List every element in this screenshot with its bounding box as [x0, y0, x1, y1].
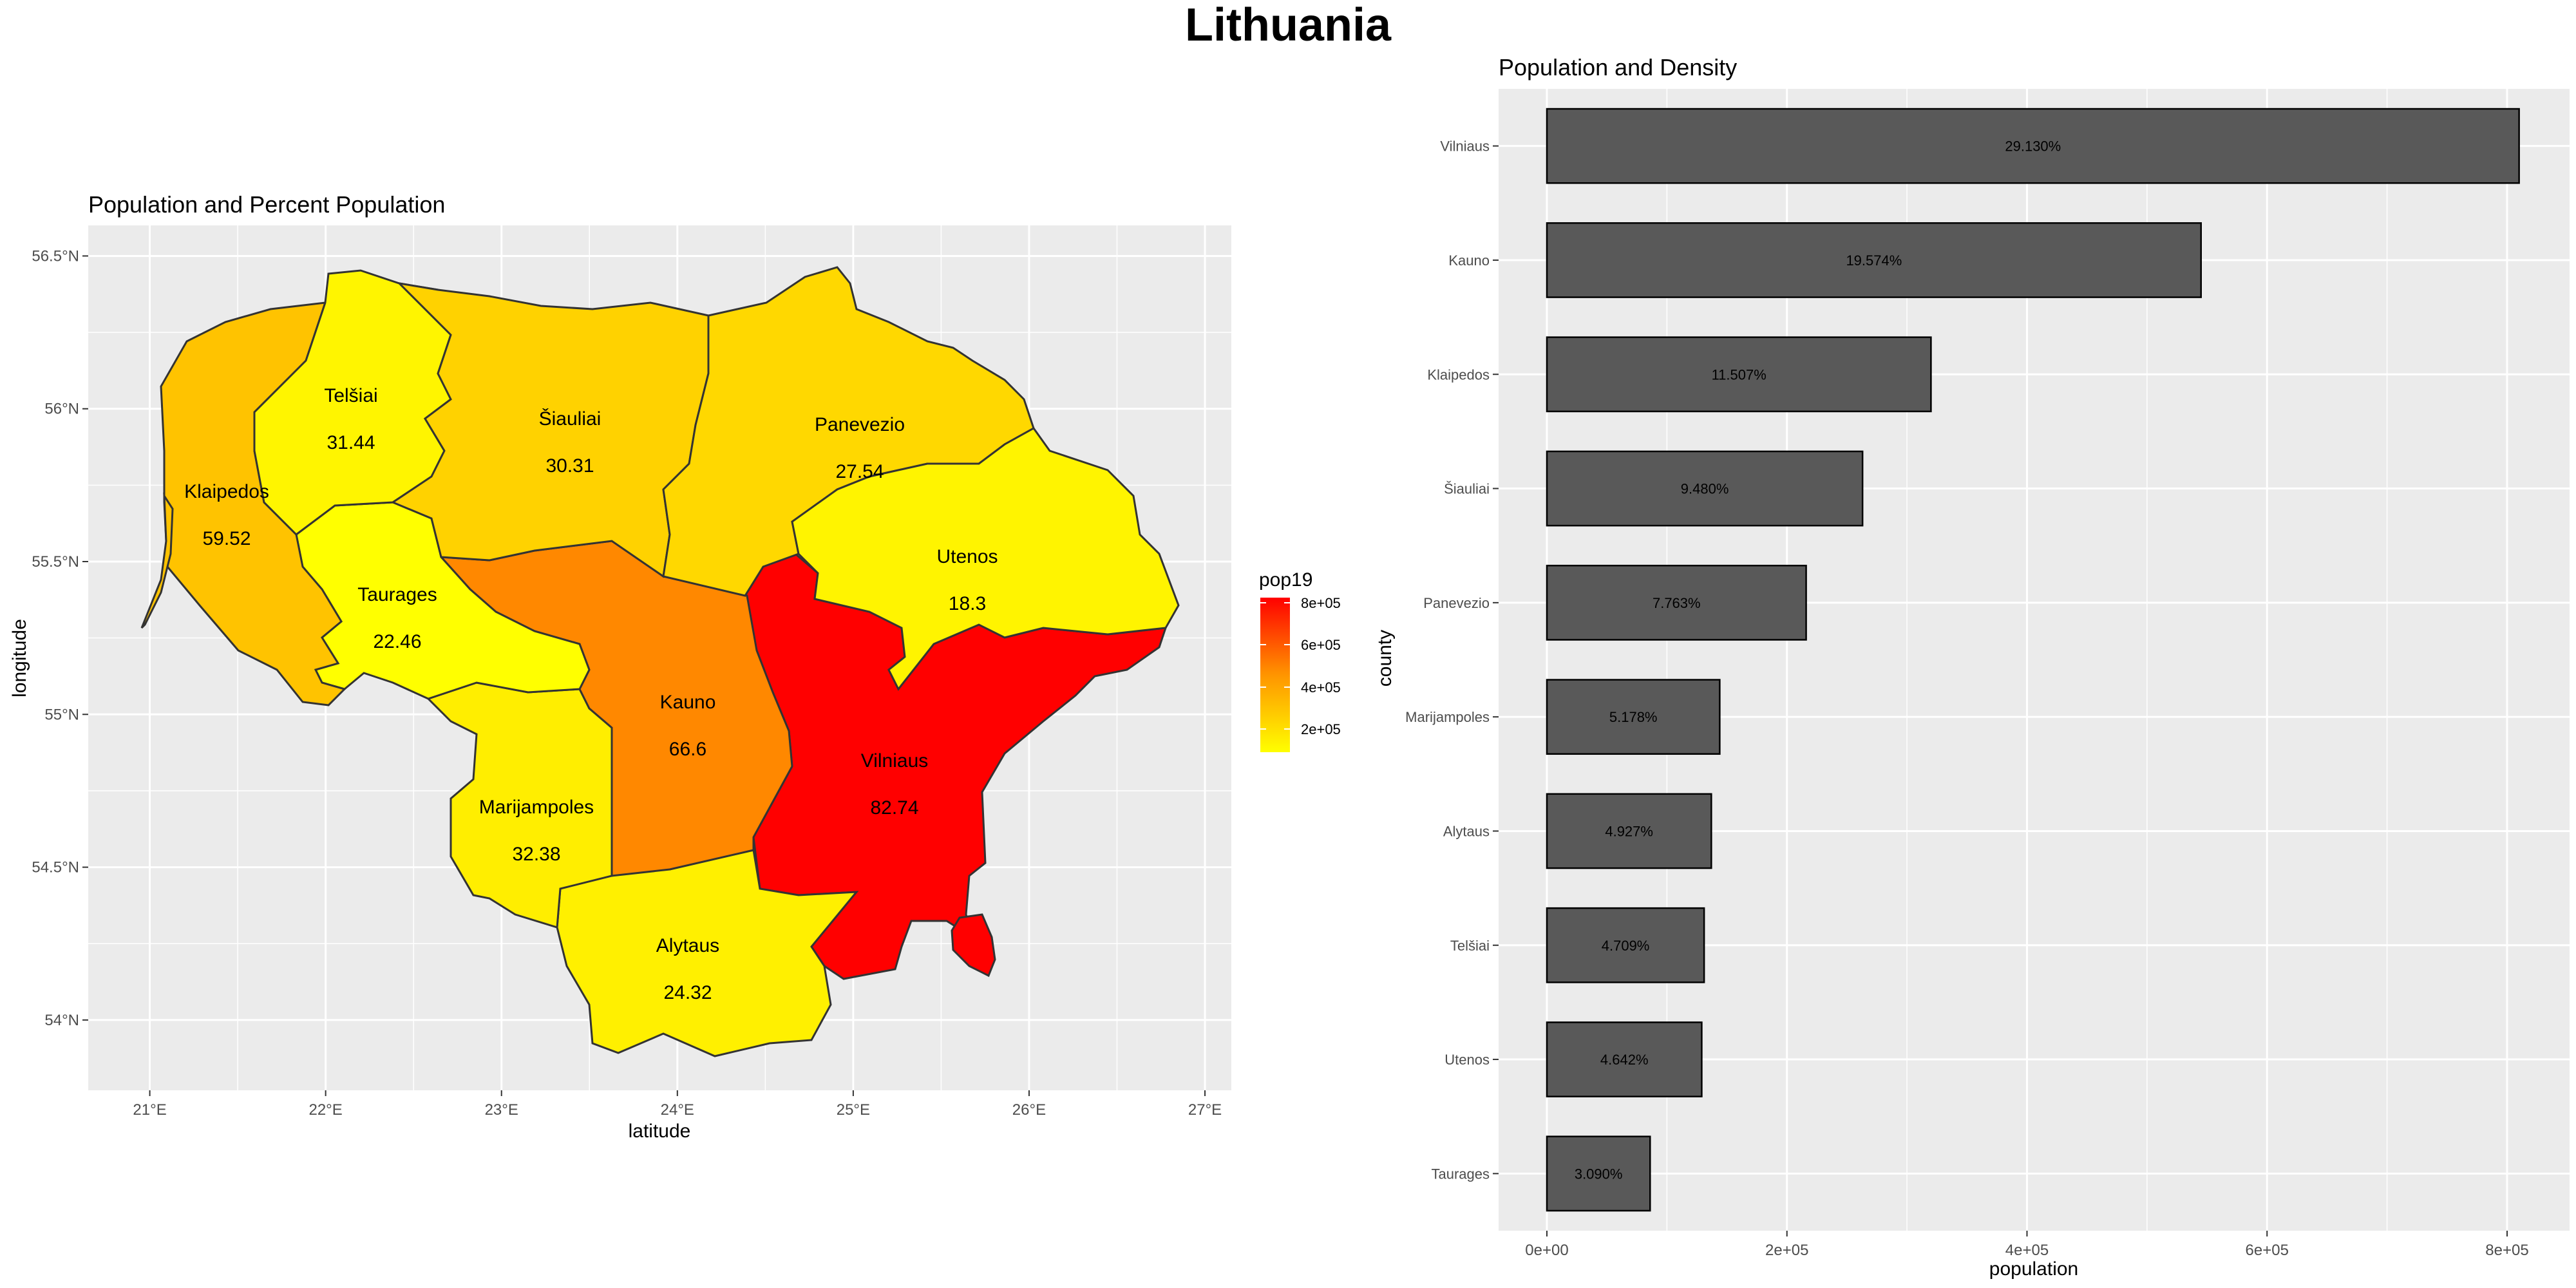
legend-tick-label: 8e+05: [1301, 595, 1341, 611]
bar-data-label: 11.507%: [1712, 366, 1766, 383]
bar-data-label: 7.763%: [1653, 595, 1701, 611]
map-x-tick-label: 26°E: [1012, 1101, 1046, 1119]
region-label-name: Kauno: [660, 692, 716, 713]
bar-data-label: 19.574%: [1846, 252, 1902, 269]
region-label-name: Marijampoles: [479, 797, 594, 818]
region-label-name: Telšiai: [324, 385, 377, 406]
map-x-tick-label: 23°E: [485, 1101, 518, 1119]
bar-data-label: 3.090%: [1575, 1166, 1623, 1182]
region-label-value: 24.32: [663, 982, 712, 1003]
map-y-tick-label: 56°N: [44, 401, 79, 418]
bar-data-label: 29.130%: [2005, 138, 2061, 155]
page-title: Lithuania: [1185, 0, 1391, 51]
bar-x-tick-label: 2e+05: [1765, 1242, 1808, 1259]
bar-category-label: Utenos: [1444, 1052, 1490, 1068]
region-label-value: 59.52: [202, 528, 251, 549]
bar-chart-title: Population and Density: [1499, 54, 1737, 80]
region-label-name: Vilniaus: [861, 750, 929, 772]
bar: [1546, 679, 1721, 755]
region-label-name: Šiauliai: [539, 408, 601, 430]
region-label-name: Taurages: [357, 584, 437, 605]
region-label-name: Utenos: [936, 546, 998, 567]
legend-ticks: 8e+05 6e+05 4e+05 2e+05: [1260, 595, 1341, 737]
bar-category-label: Vilniaus: [1440, 138, 1490, 155]
map-region-labels: Klaipedos 59.52 Telšiai 31.44 Šiauliai 3…: [184, 385, 998, 1003]
map-panel: Population and Percent Population: [9, 191, 1341, 1142]
bar-x-axis-label: population: [1989, 1258, 2078, 1280]
map-y-tick-label: 55°N: [44, 706, 79, 723]
map-y-tick-label: 54.5°N: [32, 859, 79, 876]
map-y-tick-label: 54°N: [44, 1012, 79, 1029]
bar-axes: 0e+00 2e+05 4e+05 6e+05 8e+05 Vilniaus Kauno Kl…: [1405, 138, 2529, 1259]
region-label-value: 82.74: [870, 797, 918, 819]
bar-category-label: Marijampoles: [1405, 709, 1490, 725]
bar: [1546, 564, 1807, 641]
legend-tick-label: 6e+05: [1301, 637, 1341, 653]
bar-marks: 29.130% 19.574% 11.507% 9.480% 7.763% 5.178% 4…: [1546, 108, 2520, 1212]
map-y-tick-label: 56.5°N: [32, 247, 79, 265]
bar: [1546, 907, 1705, 983]
region-label-value: 32.38: [512, 844, 560, 865]
bar: [1546, 108, 2520, 184]
region-label-name: Alytaus: [656, 935, 719, 956]
bar-category-label: Panevezio: [1423, 595, 1490, 611]
bar-data-label: 4.642%: [1600, 1052, 1649, 1068]
bar: [1546, 336, 1932, 413]
legend-tick-label: 2e+05: [1301, 721, 1341, 737]
region-siauliai: [390, 281, 710, 578]
map-x-tick-label: 24°E: [661, 1101, 694, 1119]
map-title: Population and Percent Population: [88, 191, 445, 218]
bar: [1546, 450, 1864, 527]
map-x-tick-label: 22°E: [308, 1101, 342, 1119]
region-label-name: Klaipedos: [184, 481, 269, 502]
bar-category-label: Klaipedos: [1427, 366, 1490, 383]
bar-category-label: Kauno: [1448, 252, 1490, 269]
legend-colorbar: [1260, 598, 1290, 752]
bar-data-label: 4.709%: [1602, 938, 1650, 954]
bar-category-label: Alytaus: [1443, 823, 1490, 839]
bar: [1546, 1135, 1651, 1212]
region-utenos: [791, 427, 1180, 691]
bar-x-tick-label: 0e+00: [1525, 1242, 1568, 1259]
region-label-name: Panevezio: [815, 414, 905, 435]
map-axes: 21°E 22°E 23°E 24°E 25°E 26°E 27°E 54°N 54.5°N 55…: [32, 247, 1222, 1119]
bar-x-tick-label: 4e+05: [2005, 1242, 2049, 1259]
legend-tick-label: 4e+05: [1301, 679, 1341, 696]
bar-category-label: Šiauliai: [1444, 481, 1490, 497]
map-legend: pop19 8e+05 6e+05 4e+05 2e+05: [1259, 569, 1341, 752]
bar: [1546, 1021, 1703, 1097]
bar-category-label: Telšiai: [1450, 938, 1490, 954]
bar: [1546, 793, 1712, 869]
region-label-value: 22.46: [373, 631, 421, 652]
bar-x-tick-label: 8e+05: [2485, 1242, 2528, 1259]
region-alytaus: [556, 849, 859, 1057]
bar-data-label: 4.927%: [1605, 823, 1653, 839]
map-x-tick-label: 21°E: [133, 1101, 166, 1119]
map-y-tick-label: 55.5°N: [32, 553, 79, 571]
map-x-tick-label: 27°E: [1188, 1101, 1222, 1119]
region-label-value: 18.3: [949, 593, 986, 614]
map-y-axis-label: longitude: [9, 619, 30, 697]
bar-category-label: Taurages: [1431, 1166, 1490, 1182]
region-label-value: 66.6: [669, 739, 706, 760]
bar-x-tick-label: 6e+05: [2246, 1242, 2289, 1259]
map-x-tick-label: 25°E: [837, 1101, 870, 1119]
map-regions: [140, 266, 1180, 1057]
legend-title: pop19: [1259, 569, 1312, 591]
bar-data-label: 9.480%: [1681, 481, 1729, 497]
bar-y-axis-label: county: [1374, 630, 1396, 687]
region-label-value: 30.31: [545, 455, 594, 477]
bar-panel: Population and Density 29.130% 19.574% 11.…: [1374, 54, 2570, 1280]
bar-data-label: 5.178%: [1609, 709, 1658, 725]
bar: [1546, 222, 2202, 298]
region-klaipedos-spit: [140, 492, 174, 629]
map-x-axis-label: latitude: [629, 1121, 691, 1142]
region-label-value: 27.54: [835, 461, 884, 482]
region-vilniaus-exclave: [951, 913, 996, 978]
region-label-value: 31.44: [327, 432, 375, 453]
